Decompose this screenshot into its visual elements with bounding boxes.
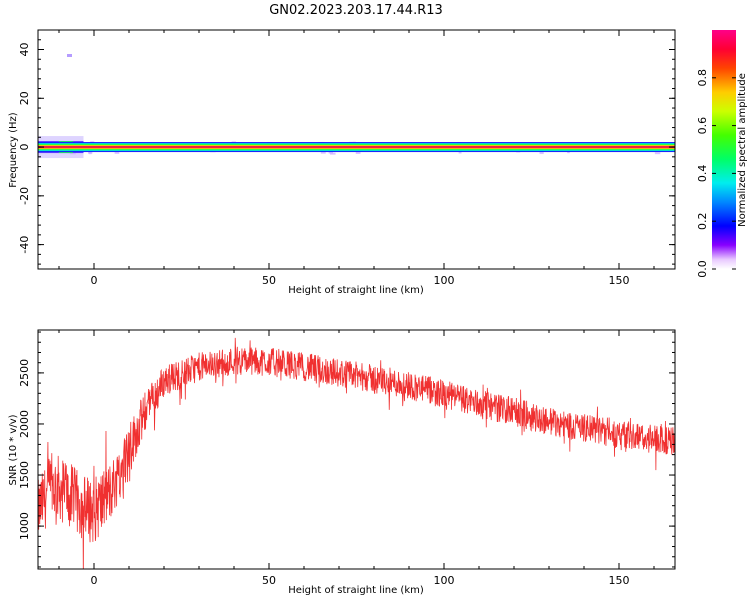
colorbar-ticks: 0.0 0.2 0.4 0.6 0.8 bbox=[696, 69, 736, 278]
colorbar-label: Normalized spectral amplitude bbox=[737, 73, 748, 227]
spectrogram-speckle bbox=[654, 152, 661, 155]
spectrogram-speckle bbox=[539, 152, 544, 155]
spectrogram-x-label: Height of straight line (km) bbox=[288, 285, 424, 296]
snr-panel: 0 50 100 150 1000 1500 2000 2500 Height of stra… bbox=[8, 329, 676, 596]
spectrogram-speckle bbox=[88, 152, 92, 155]
spectrogram-content bbox=[38, 54, 675, 159]
spectrogram-ytick-label: -20 bbox=[18, 187, 31, 205]
colorbar-tick-label: 0.6 bbox=[696, 117, 709, 135]
snr-ytick-label: 2500 bbox=[18, 359, 31, 387]
spectrogram-xtick-label: 150 bbox=[609, 274, 630, 287]
snr-frame bbox=[37, 329, 676, 570]
spectrogram-frame bbox=[37, 29, 676, 270]
spectrogram-speckle bbox=[67, 54, 72, 57]
spectrogram-ytick-label: -40 bbox=[18, 236, 31, 254]
snr-xtick-label: 50 bbox=[262, 574, 276, 587]
spectrogram-xtick-label: 0 bbox=[91, 274, 98, 287]
spectrogram-panel: 0 50 100 150 -40 -20 0 20 40 Height of straight … bbox=[8, 29, 676, 296]
spectrogram-speckle bbox=[328, 151, 333, 154]
spectrogram-ytick-label: 40 bbox=[18, 43, 31, 57]
spectrogram-speckle bbox=[114, 151, 120, 154]
snr-xtick-label: 150 bbox=[609, 574, 630, 587]
snr-ytick-label: 1000 bbox=[18, 512, 31, 540]
snr-y-label: SNR (10 * v/v) bbox=[8, 414, 19, 485]
colorbar-tick-label: 0.0 bbox=[696, 260, 709, 278]
snr-xtick-label: 0 bbox=[91, 574, 98, 587]
snr-ytick-label: 1500 bbox=[18, 461, 31, 489]
colorbar-tick-label: 0.4 bbox=[696, 165, 709, 183]
spectrogram-ytick-label: 20 bbox=[18, 91, 31, 105]
spectrogram-speckle bbox=[355, 151, 361, 154]
figure-title: GN02.2023.203.17.44.R13 bbox=[269, 3, 443, 18]
spectrogram-ticks: 0 50 100 150 -40 -20 0 20 40 bbox=[18, 29, 675, 287]
spectrogram-xtick-label: 50 bbox=[262, 274, 276, 287]
spectrogram-speckle bbox=[567, 151, 570, 154]
colorbar-tick-label: 0.8 bbox=[696, 69, 709, 87]
snr-xtick-label: 100 bbox=[434, 574, 455, 587]
spectrogram-y-label: Frequency (Hz) bbox=[8, 112, 19, 188]
colorbar: 0.0 0.2 0.4 0.6 0.8 Normalized spectral ampl… bbox=[696, 30, 748, 278]
snr-ticks: 0 50 100 150 1000 1500 2000 2500 bbox=[18, 330, 675, 587]
snr-ytick-label: 2000 bbox=[18, 410, 31, 438]
spectrogram-band-core bbox=[38, 145, 675, 149]
snr-series-line bbox=[38, 337, 675, 569]
colorbar-gradient bbox=[712, 30, 736, 269]
spectrogram-speckle bbox=[320, 151, 326, 154]
spectrogram-xtick-label: 100 bbox=[434, 274, 455, 287]
spectrogram-speckle bbox=[458, 151, 462, 154]
snr-x-label: Height of straight line (km) bbox=[288, 585, 424, 596]
spectrogram-speckle bbox=[330, 152, 336, 155]
spectrogram-ytick-label: 0 bbox=[18, 144, 31, 151]
colorbar-tick-label: 0.2 bbox=[696, 212, 709, 230]
